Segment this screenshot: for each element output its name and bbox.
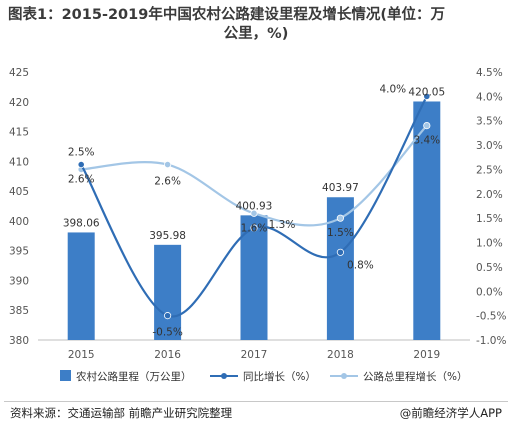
total-growth-value-label: 1.5% [327,227,354,239]
y-left-tick-label: 385 [9,305,29,317]
legend-swatch-bar [60,370,71,381]
x-tick-label: 2018 [327,349,354,361]
lines-layer [77,92,431,320]
y-left-tick-label: 410 [9,156,29,168]
x-tick-label: 2015 [68,349,95,361]
y-right-tick-label: 0.0% [476,286,503,298]
chart-title-line1: 图表1：2015-2019年中国农村公路建设里程及增长情况(单位：万 [8,7,445,23]
line-total-growth-point [250,209,258,217]
data-labels-layer: 398.06 395.98 400.93 403.97 420.05 2.6% -0.5% 1… [63,83,445,338]
x-tick-label: 2019 [413,349,440,361]
bar-mileage [413,101,441,340]
bar-mileage [154,244,182,340]
y-right-tick-label: 3.0% [476,140,503,152]
y-right-tick-label: -0.5% [476,311,506,323]
y-right-tick-label: 1.5% [476,213,503,225]
line-total-growth-point [164,160,172,169]
y-right-tick-label: 4.5% [476,67,503,79]
source-note: 资料来源：交通运输部 前瞻产业研究院整理 [10,406,233,420]
y-left-tick-label: 405 [9,186,29,198]
bar-value-label: 395.98 [149,230,186,242]
yoy-value-label: 4.0% [379,83,406,95]
y-left-tick-label: 395 [9,246,29,258]
legend-label-bar: 农村公路里程（万公里） [76,370,192,383]
legend-label-yoy: 同比增长（%） [243,370,316,383]
legend: 农村公路里程（万公里） 同比增长（%） 公路总里程增长（%） [60,370,467,383]
total-growth-value-label: 2.6% [154,176,181,188]
y-right-tick-label: 2.5% [476,164,503,176]
chart-title: 图表1：2015-2019年中国农村公路建设里程及增长情况(单位：万 公里，%) [8,6,504,44]
line-yoy-growth-point [423,92,431,100]
total-growth-value-label: 2.5% [68,146,95,158]
line-yoy-growth-point [250,224,258,232]
x-tick-label: 2016 [154,349,181,361]
bar-value-label: 398.06 [63,217,100,229]
bar-mileage [240,215,268,340]
total-growth-value-label: 3.4% [413,135,440,147]
line-yoy-growth-point [77,160,85,169]
bar-value-label: 400.93 [236,200,273,212]
y-right-tick-label: -1.0% [476,335,506,347]
line-yoy-growth-point [164,312,172,320]
x-tick-label: 2017 [241,349,268,361]
legend-marker-total [341,373,347,379]
y-right-tick-label: 3.5% [476,116,503,128]
line-total-growth-point [423,122,431,130]
y-left-tick-label: 420 [9,97,29,109]
total-growth-value-label: 1.6% [241,222,268,234]
bars-layer [67,101,441,340]
y-left-tick-label: 390 [9,275,29,287]
y-right-tick-label: 0.5% [476,262,503,274]
y-left-tick-label: 425 [9,67,29,79]
line-yoy-growth-point [336,248,344,256]
y-right-tick-label: 1.0% [476,238,503,250]
yoy-value-label: 0.8% [347,259,374,271]
yoy-value-label: -0.5% [152,327,182,339]
yoy-value-label: 2.6% [68,174,95,186]
y-left-tick-label: 415 [9,127,29,139]
y-right-tick-label: 4.0% [476,91,503,103]
y-left-tick-label: 380 [9,335,29,347]
legend-label-total: 公路总里程增长（%） [363,370,467,383]
axes-layer: 380 385 390 395 400 405 410 415 420 425 -1.0% -0.5%… [9,67,507,361]
bar-mileage [67,232,95,340]
yoy-value-label: 1.3% [269,219,296,231]
y-left-tick-label: 400 [9,216,29,228]
line-total-growth-point [336,214,344,222]
bar-value-label: 403.97 [322,182,359,194]
brand-credit: @前瞻经济学人APP [399,406,502,420]
legend-marker-yoy [221,373,227,379]
bar-value-label: 420.05 [408,86,445,98]
y-right-tick-label: 2.0% [476,189,503,201]
footer-divider [4,401,508,402]
chart-title-line2: 公里，%) [223,26,289,42]
